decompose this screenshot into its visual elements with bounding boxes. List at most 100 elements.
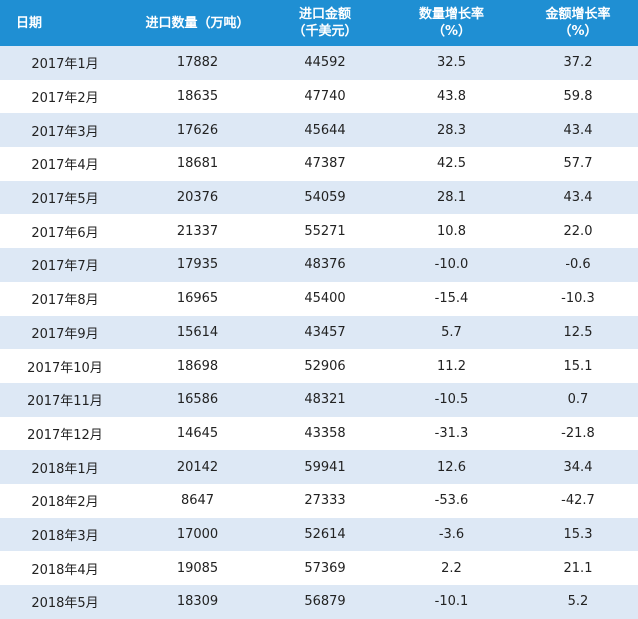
cell-volume: 17935 — [130, 248, 265, 282]
cell-val-growth: 21.1 — [518, 551, 638, 585]
header-date: 日期 — [0, 0, 130, 46]
cell-date: 2017年2月 — [0, 79, 130, 114]
cell-val-growth: 0.7 — [518, 382, 638, 417]
cell-value: 45644 — [265, 113, 385, 148]
cell-date: 2018年2月 — [0, 483, 130, 518]
cell-val-growth: 15.3 — [518, 517, 638, 552]
cell-val-growth: -0.6 — [518, 248, 638, 282]
table-body: 2017年1月 17882 44592 32.5 37.2 2017年2月 18635 477… — [0, 46, 638, 619]
cell-val-growth: 57.7 — [518, 147, 638, 181]
cell-val-growth: 12.5 — [518, 315, 638, 350]
cell-date: 2017年11月 — [0, 382, 130, 417]
cell-volume: 17000 — [130, 517, 265, 552]
cell-val-growth: 15.1 — [518, 349, 638, 383]
cell-date: 2017年12月 — [0, 416, 130, 451]
cell-vol-growth: -10.1 — [385, 585, 518, 619]
table-row: 2018年2月 8647 27333 -53.6 -42.7 — [0, 483, 638, 518]
cell-value: 48321 — [265, 382, 385, 417]
cell-volume: 18681 — [130, 147, 265, 181]
cell-val-growth: 43.4 — [518, 180, 638, 215]
cell-vol-growth: -10.0 — [385, 248, 518, 282]
cell-date: 2017年3月 — [0, 113, 130, 148]
cell-volume: 18635 — [130, 79, 265, 114]
cell-value: 56879 — [265, 585, 385, 619]
cell-vol-growth: 11.2 — [385, 349, 518, 383]
cell-vol-growth: 43.8 — [385, 79, 518, 114]
cell-value: 52906 — [265, 349, 385, 383]
cell-vol-growth: 32.5 — [385, 46, 518, 80]
cell-volume: 17626 — [130, 113, 265, 148]
cell-date: 2017年8月 — [0, 281, 130, 316]
table-row: 2018年5月 18309 56879 -10.1 5.2 — [0, 585, 638, 619]
cell-val-growth: -10.3 — [518, 281, 638, 316]
cell-volume: 8647 — [130, 483, 265, 518]
cell-vol-growth: 42.5 — [385, 147, 518, 181]
cell-volume: 19085 — [130, 551, 265, 585]
cell-val-growth: -42.7 — [518, 483, 638, 518]
table-row: 2017年7月 17935 48376 -10.0 -0.6 — [0, 248, 638, 282]
cell-vol-growth: -31.3 — [385, 416, 518, 451]
cell-vol-growth: 10.8 — [385, 214, 518, 249]
cell-vol-growth: 12.6 — [385, 450, 518, 484]
table-row: 2017年9月 15614 43457 5.7 12.5 — [0, 315, 638, 350]
cell-val-growth: 34.4 — [518, 450, 638, 484]
cell-val-growth: 59.8 — [518, 79, 638, 114]
cell-val-growth: 37.2 — [518, 46, 638, 80]
cell-volume: 17882 — [130, 46, 265, 80]
cell-vol-growth: 28.1 — [385, 180, 518, 215]
cell-date: 2017年6月 — [0, 214, 130, 249]
table-row: 2017年5月 20376 54059 28.1 43.4 — [0, 180, 638, 215]
cell-volume: 21337 — [130, 214, 265, 249]
header-value-line2: （千美元） — [292, 24, 358, 39]
cell-value: 59941 — [265, 450, 385, 484]
header-volume-growth-line1: 数量增长率 — [418, 7, 484, 22]
cell-value: 47740 — [265, 79, 385, 114]
cell-volume: 16965 — [130, 281, 265, 316]
header-volume: 进口数量（万吨） — [130, 0, 265, 46]
cell-volume: 14645 — [130, 416, 265, 451]
cell-vol-growth: -53.6 — [385, 483, 518, 518]
cell-volume: 18698 — [130, 349, 265, 383]
header-value-growth-line2: （%） — [558, 24, 598, 39]
cell-value: 47387 — [265, 147, 385, 181]
header-volume-growth: 数量增长率 （%） — [385, 0, 518, 46]
cell-value: 57369 — [265, 551, 385, 585]
cell-date: 2017年5月 — [0, 180, 130, 215]
cell-date: 2018年5月 — [0, 585, 130, 619]
table-row: 2018年1月 20142 59941 12.6 34.4 — [0, 450, 638, 484]
cell-val-growth: 5.2 — [518, 585, 638, 619]
table-row: 2017年4月 18681 47387 42.5 57.7 — [0, 147, 638, 181]
cell-value: 45400 — [265, 281, 385, 316]
header-value: 进口金额 （千美元） — [265, 0, 385, 46]
cell-volume: 16586 — [130, 382, 265, 417]
cell-value: 44592 — [265, 46, 385, 80]
cell-date: 2017年4月 — [0, 147, 130, 181]
cell-date: 2018年4月 — [0, 551, 130, 585]
table-header-row: 日期 进口数量（万吨） 进口金额 （千美元） 数量增长率 （%） 金额增长率 （… — [0, 0, 638, 46]
cell-value: 52614 — [265, 517, 385, 552]
table-row: 2017年3月 17626 45644 28.3 43.4 — [0, 113, 638, 148]
cell-vol-growth: 2.2 — [385, 551, 518, 585]
header-value-growth: 金额增长率 （%） — [518, 0, 638, 46]
table-row: 2017年1月 17882 44592 32.5 37.2 — [0, 46, 638, 80]
cell-vol-growth: 28.3 — [385, 113, 518, 148]
cell-date: 2017年10月 — [0, 349, 130, 383]
table-row: 2017年12月 14645 43358 -31.3 -21.8 — [0, 416, 638, 451]
cell-date: 2017年1月 — [0, 46, 130, 80]
cell-value: 43457 — [265, 315, 385, 350]
cell-val-growth: 43.4 — [518, 113, 638, 148]
cell-vol-growth: 5.7 — [385, 315, 518, 350]
cell-date: 2018年1月 — [0, 450, 130, 484]
table-row: 2017年2月 18635 47740 43.8 59.8 — [0, 79, 638, 114]
cell-date: 2017年7月 — [0, 248, 130, 282]
cell-vol-growth: -3.6 — [385, 517, 518, 552]
cell-vol-growth: -15.4 — [385, 281, 518, 316]
cell-val-growth: 22.0 — [518, 214, 638, 249]
table-row: 2018年4月 19085 57369 2.2 21.1 — [0, 551, 638, 585]
header-volume-growth-line2: （%） — [431, 24, 472, 39]
header-value-growth-line1: 金额增长率 — [545, 7, 611, 22]
table-row: 2017年8月 16965 45400 -15.4 -10.3 — [0, 281, 638, 316]
cell-value: 54059 — [265, 180, 385, 215]
cell-vol-growth: -10.5 — [385, 382, 518, 417]
